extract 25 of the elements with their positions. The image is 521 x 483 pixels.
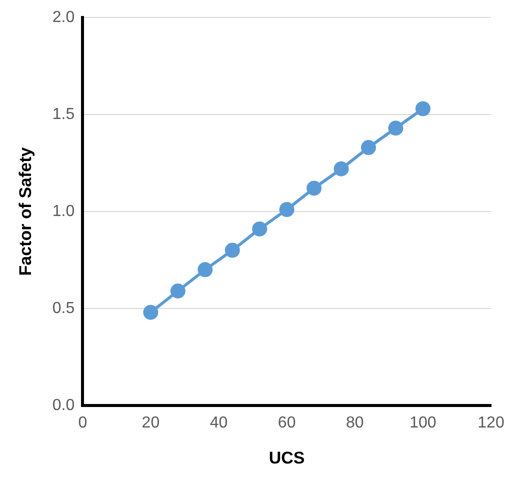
x-tick-label: 120 [478,414,504,432]
point [224,242,240,258]
point [334,161,349,176]
x-tick-label: 100 [410,414,436,432]
point [143,304,158,320]
y-tick-label: 1.5 [52,106,75,123]
x-axis-title: UCS [268,448,305,468]
x-tick-label: 60 [278,414,296,432]
x-tick-label: 20 [142,414,160,432]
y-tick-label: 2.0 [52,9,75,26]
x-tick-label: 80 [346,414,364,432]
y-tick-label: 0.0 [52,396,75,414]
point [360,140,376,156]
point [198,262,213,278]
y-tick-label: 1.0 [52,202,75,220]
point [252,221,268,236]
point [388,120,404,136]
point [279,202,294,218]
x-tick-label: 40 [210,414,228,432]
point [415,101,430,116]
y-tick-label: 0.5 [52,300,75,317]
y-axis-title: Factor of Safety [16,146,35,276]
point [306,180,322,196]
x-tick-label: 0 [78,414,88,432]
point [170,284,186,298]
